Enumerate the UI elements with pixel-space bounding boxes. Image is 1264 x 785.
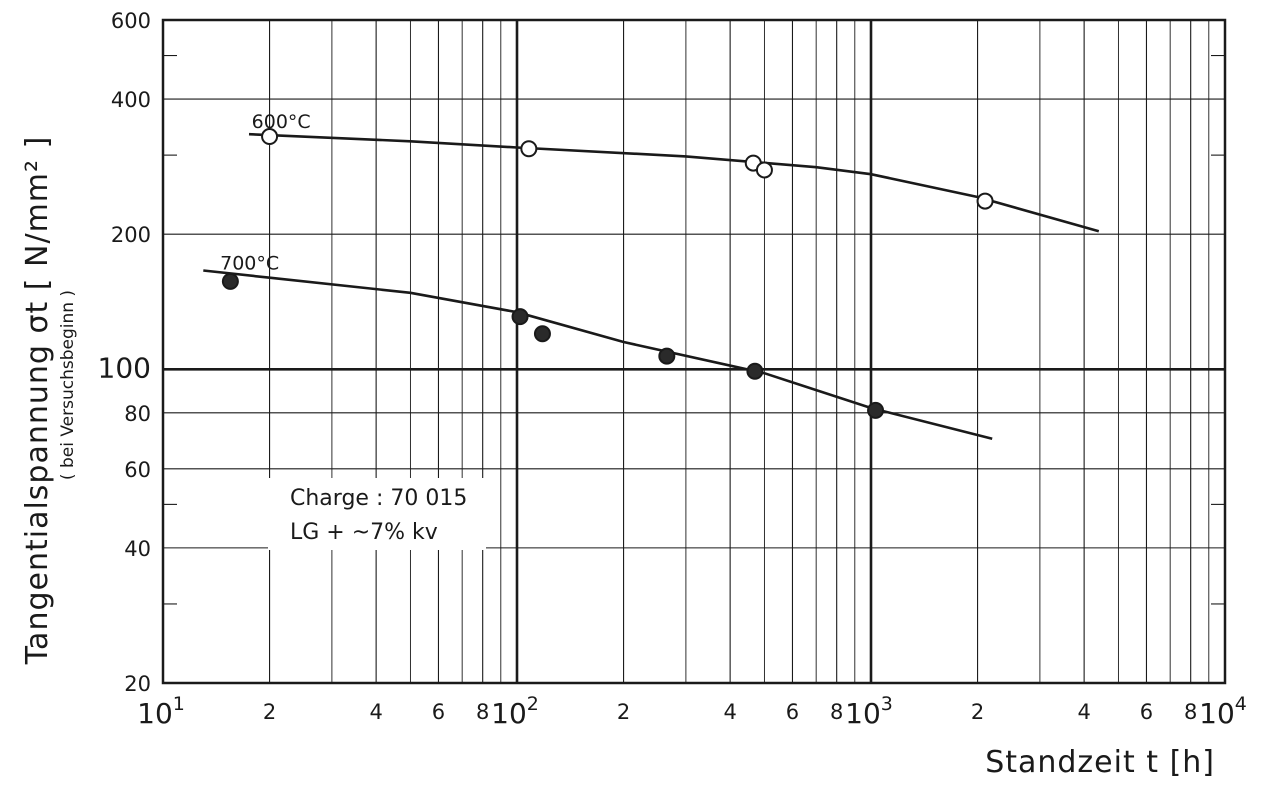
series-600c-point xyxy=(755,161,773,179)
x-tick-label: 101 xyxy=(137,693,185,730)
y-tick-label: 20 xyxy=(124,672,151,696)
y-tick-label: 200 xyxy=(111,223,151,247)
x-tick-label: 6 xyxy=(1140,700,1153,724)
y-tick-label: 40 xyxy=(124,537,151,561)
y-tick-label: 60 xyxy=(124,458,151,482)
x-tick-label: 8 xyxy=(1184,700,1197,724)
y-tick-label: 100 xyxy=(98,351,151,384)
y-axis-subtitle: ( bei Versuchsbeginn ) xyxy=(58,290,78,480)
x-tick-label: 102 xyxy=(491,693,539,730)
series-600c-point xyxy=(520,140,538,158)
annotation-charge: Charge : 70 015 xyxy=(290,486,467,511)
x-tick-label: 2 xyxy=(971,700,984,724)
x-tick-label: 6 xyxy=(786,700,799,724)
y-tick-label: 600 xyxy=(111,9,151,33)
series-700c-point xyxy=(658,347,676,365)
x-tick-label: 4 xyxy=(723,700,736,724)
series-700c-point xyxy=(746,362,764,380)
y-tick-label: 400 xyxy=(111,88,151,112)
x-tick-label: 8 xyxy=(476,700,489,724)
x-tick-label: 104 xyxy=(1199,693,1247,730)
x-tick-label: 4 xyxy=(1077,700,1090,724)
x-tick-label: 2 xyxy=(263,700,276,724)
series-600c-point xyxy=(976,192,994,210)
series-700c-point xyxy=(867,401,885,419)
x-tick-label: 8 xyxy=(830,700,843,724)
x-axis-title: Standzeit t [h] xyxy=(985,745,1215,780)
tick-labels: 101 2 4 6 8 102 2 4 6 8 103 2 4 6 8 1046004002001008060… xyxy=(98,9,1247,730)
y-axis-title-group: Tangentialspannung σt [ N/mm² ] xyxy=(20,136,55,666)
series-700c-fit-line xyxy=(203,269,993,441)
x-tick-label: 6 xyxy=(432,700,445,724)
annotation-condition: LG + ~7% kv xyxy=(290,520,438,545)
series-600c-point xyxy=(261,128,279,146)
series-700c-point xyxy=(221,272,239,290)
y-axis-title: Tangentialspannung σt [ N/mm² ] xyxy=(20,136,55,666)
series-600c-label: 600°C xyxy=(252,111,311,133)
x-tick-label: 4 xyxy=(369,700,382,724)
plot-frame xyxy=(161,18,1227,685)
series-layer: 600°C 700°C xyxy=(203,111,1100,441)
grid xyxy=(163,20,1225,683)
y-tick-label: 80 xyxy=(124,402,151,426)
series-700c-point xyxy=(511,308,529,326)
annotation-box: Charge : 70 015 LG + ~7% kv xyxy=(268,478,486,550)
series-700c-label: 700°C xyxy=(220,252,279,274)
x-tick-label: 2 xyxy=(617,700,630,724)
x-tick-label: 103 xyxy=(845,693,893,730)
y-axis-subtitle-group: ( bei Versuchsbeginn ) xyxy=(58,290,78,480)
annotation-background xyxy=(268,478,486,550)
series-700c-point xyxy=(533,325,551,343)
